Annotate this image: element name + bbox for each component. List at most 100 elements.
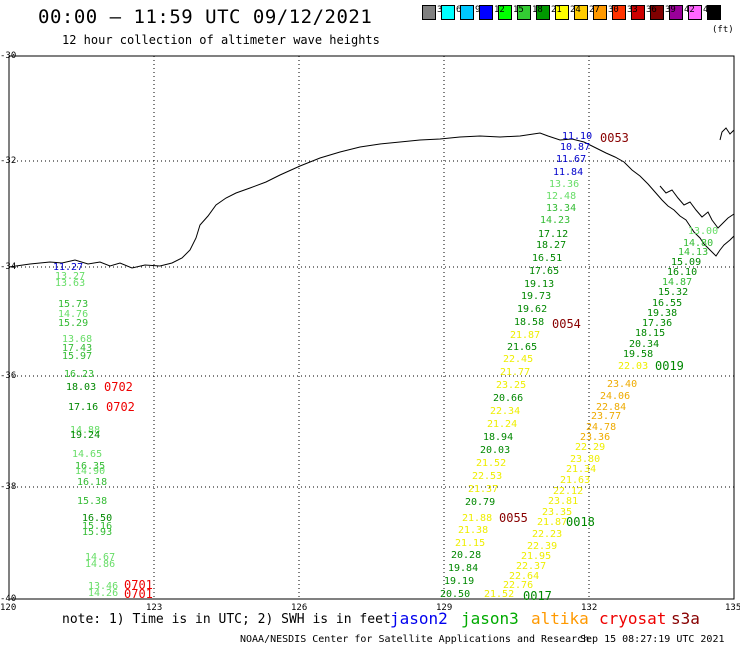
observation-value: 16.18 xyxy=(77,477,108,488)
scale-swatch xyxy=(422,5,436,20)
scale-label: 27 xyxy=(589,5,600,15)
scale-swatch xyxy=(574,5,588,20)
observation-value: 18.15 xyxy=(635,328,666,339)
observation-value: 18.27 xyxy=(536,240,567,251)
observation-value: 17.12 xyxy=(538,229,569,240)
observation-value: 21.63 xyxy=(560,475,591,486)
observation-value: 22.53 xyxy=(472,471,503,482)
scale-swatch xyxy=(593,5,607,20)
chart-subtitle: 12 hour collection of altimeter wave hei… xyxy=(62,33,380,47)
lat-tick-label: -36 xyxy=(0,371,17,381)
observation-value: 23.25 xyxy=(496,380,527,391)
chart-title: 00:00 – 11:59 UTC 09/12/2021 xyxy=(38,6,373,28)
observation-value: 15.32 xyxy=(658,287,689,298)
observation-value: 24.78 xyxy=(586,422,617,433)
observation-value: 18.58 xyxy=(514,317,545,328)
observation-value: 22.45 xyxy=(503,354,534,365)
observation-value: 21.38 xyxy=(458,525,489,536)
observation-value: 22.76 xyxy=(503,580,534,591)
observation-value: 14.76 xyxy=(58,309,89,320)
observation-value: 13.27 xyxy=(55,271,86,282)
observation-value: 22.34 xyxy=(490,406,521,417)
observation-value: 11.27 xyxy=(53,262,84,273)
satellite-legend-item: jason2 xyxy=(390,609,448,628)
observation-value: 14.90 xyxy=(75,466,106,477)
observation-value: 16.55 xyxy=(652,298,683,309)
observation-value: 15.93 xyxy=(82,527,113,538)
observation-value: 22.29 xyxy=(575,442,606,453)
lon-tick-label: 126 xyxy=(291,603,308,613)
observation-value: 21.52 xyxy=(476,458,507,469)
satellite-legend-item: cryosat xyxy=(599,609,667,628)
lon-tick-label: 120 xyxy=(0,603,17,613)
observation-value: 14.23 xyxy=(540,215,571,226)
scale-label: 42 xyxy=(684,5,695,15)
observation-value: 17.16 xyxy=(68,402,99,413)
scale-label: 30 xyxy=(608,5,619,15)
satellite-legend-item: s3a xyxy=(671,609,700,628)
lon-tick-label: 132 xyxy=(581,603,598,613)
observation-value: 14.65 xyxy=(72,449,103,460)
observation-value: 12.48 xyxy=(546,191,577,202)
observation-value: 16.35 xyxy=(75,461,106,472)
map-frame xyxy=(8,55,735,600)
observation-value: 23.81 xyxy=(548,496,579,507)
lat-tick-label: -38 xyxy=(0,482,17,492)
pass-time-label: 0701 xyxy=(124,578,153,592)
observation-value: 14.26 xyxy=(88,588,119,599)
observation-value: 21.88 xyxy=(462,513,493,524)
scale-label: 36 xyxy=(646,5,657,15)
observation-value: 22.39 xyxy=(527,541,558,552)
observation-value: 14.87 xyxy=(662,277,693,288)
coastline-gulf xyxy=(719,127,735,141)
observation-value: 19.24 xyxy=(70,430,101,441)
scale-label: 18 xyxy=(532,5,543,15)
scale-label: 6 xyxy=(456,5,462,15)
observation-value: 15.73 xyxy=(58,299,89,310)
observation-value: 19.62 xyxy=(517,304,548,315)
scale-label: 12 xyxy=(494,5,505,15)
observation-value: 23.35 xyxy=(542,507,573,518)
scale-swatch xyxy=(650,5,664,20)
observation-value: 20.03 xyxy=(480,445,511,456)
observation-value: 11.84 xyxy=(553,167,584,178)
scale-swatch xyxy=(536,5,550,20)
observation-value: 16.50 xyxy=(82,513,113,524)
observation-value: 18.03 xyxy=(66,382,97,393)
lat-tick-label: -40 xyxy=(0,594,17,604)
scale-label: 21 xyxy=(551,5,562,15)
lon-tick-label: 123 xyxy=(146,603,163,613)
observation-value: 14.80 xyxy=(683,238,714,249)
observation-value: 11.10 xyxy=(562,131,593,142)
observation-value: 15.09 xyxy=(671,257,702,268)
scale-label: 45 xyxy=(703,5,714,15)
scale-swatch xyxy=(555,5,569,20)
satellite-legend-item: jason3 xyxy=(461,609,519,628)
lon-tick-label: 129 xyxy=(436,603,453,613)
observation-value: 19.19 xyxy=(444,576,475,587)
scale-label: 39 xyxy=(665,5,676,15)
observation-value: 13.68 xyxy=(62,334,93,345)
scale-swatch xyxy=(479,5,493,20)
observation-value: 22.03 xyxy=(618,361,649,372)
scale-label: 24 xyxy=(570,5,581,15)
pass-time-label: 0053 xyxy=(600,131,629,145)
pass-time-label: 0701 xyxy=(124,587,153,601)
observation-value: 16.51 xyxy=(532,253,563,264)
footer-credit: NOAA/NESDIS Center for Satellite Applica… xyxy=(240,634,590,645)
observation-value: 23.77 xyxy=(591,411,622,422)
observation-value: 21.77 xyxy=(500,367,531,378)
scale-unit-label: (ft) xyxy=(712,25,734,35)
observation-value: 19.84 xyxy=(448,563,479,574)
observation-value: 21.34 xyxy=(566,464,597,475)
observation-value: 17.36 xyxy=(642,318,673,329)
lat-tick-label: -30 xyxy=(0,51,17,61)
coastline xyxy=(8,132,735,269)
observation-value: 13.34 xyxy=(546,203,577,214)
observation-value: 22.37 xyxy=(516,561,547,572)
pass-time-label: 0019 xyxy=(655,359,684,373)
observation-value: 14.86 xyxy=(85,559,116,570)
observation-value: 22.64 xyxy=(509,571,540,582)
pass-time-label: 0018 xyxy=(566,515,595,529)
